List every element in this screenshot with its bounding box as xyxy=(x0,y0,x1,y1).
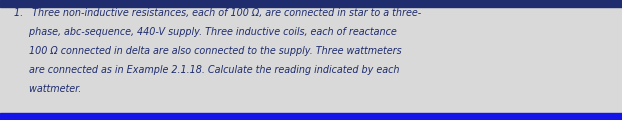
Text: 100 Ω connected in delta are also connected to the supply. Three wattmeters: 100 Ω connected in delta are also connec… xyxy=(14,46,401,56)
Bar xyxy=(0,113,622,120)
Text: 1.   Three non-inductive resistances, each of 100 Ω, are connected in star to a : 1. Three non-inductive resistances, each… xyxy=(14,8,421,18)
Bar xyxy=(0,0,622,7)
Text: phase, abc-sequence, 440-V supply. Three inductive coils, each of reactance: phase, abc-sequence, 440-V supply. Three… xyxy=(14,27,396,37)
Text: wattmeter.: wattmeter. xyxy=(14,84,81,94)
Text: are connected as in Example 2.1.18. Calculate the reading indicated by each: are connected as in Example 2.1.18. Calc… xyxy=(14,65,399,75)
